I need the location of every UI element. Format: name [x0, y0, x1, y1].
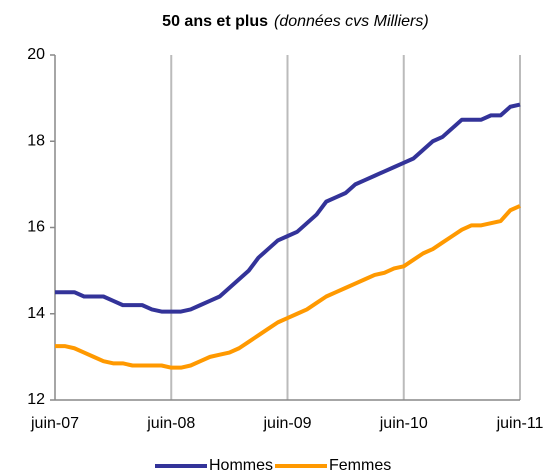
y-tick-label: 12 — [27, 391, 45, 408]
x-tick-label: juin-07 — [30, 415, 79, 432]
x-tick-label: juin-08 — [146, 415, 195, 432]
series-line — [55, 102, 521, 314]
y-tick-label: 20 — [27, 46, 45, 63]
y-tick-label: 16 — [27, 219, 45, 236]
x-tick-label: juin-10 — [379, 415, 428, 432]
y-tick-label: 14 — [27, 305, 45, 322]
y-tick-label: 18 — [27, 132, 45, 149]
legend-label: Femmes — [329, 457, 391, 474]
series-line — [55, 204, 521, 370]
chart-title: 50 ans et plus — [162, 13, 268, 30]
x-tick-label: juin-11 — [496, 415, 544, 432]
x-tick-label: juin-09 — [262, 415, 311, 432]
legend-label: Hommes — [209, 457, 273, 474]
chart-subtitle: (données cvs Milliers) — [274, 13, 429, 30]
